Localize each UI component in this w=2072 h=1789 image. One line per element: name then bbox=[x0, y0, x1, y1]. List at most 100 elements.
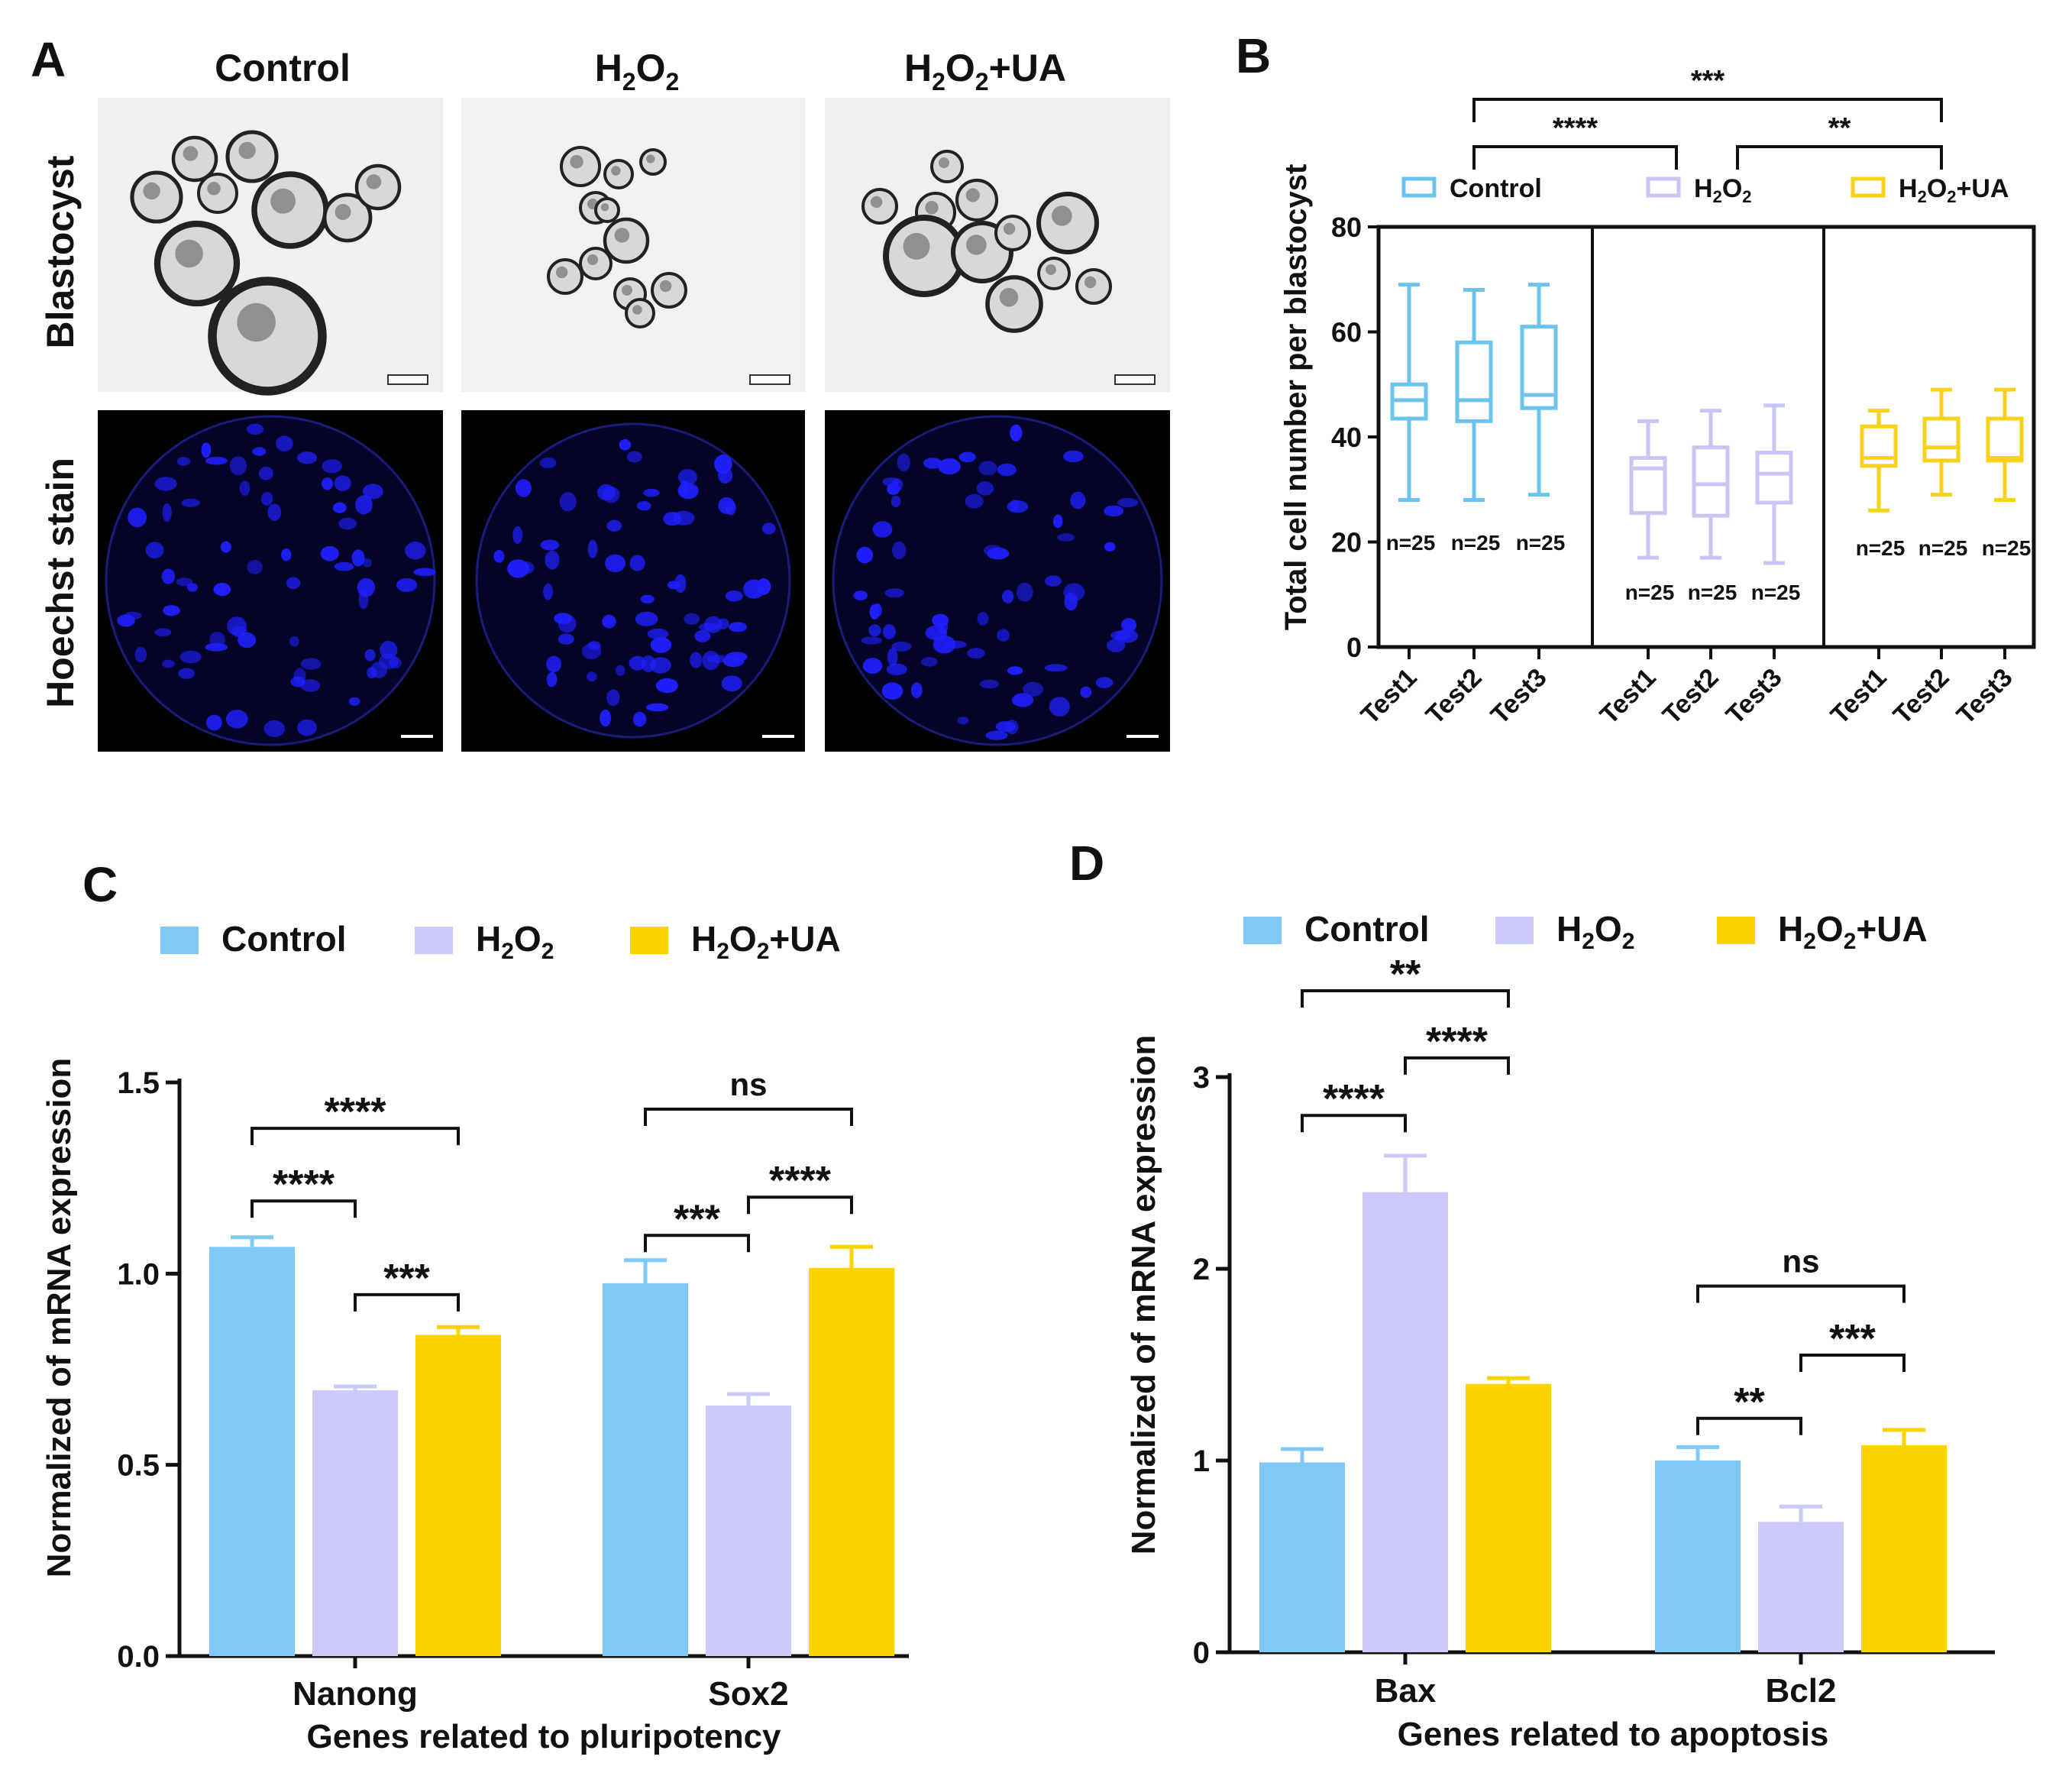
significance-bracket bbox=[1736, 145, 1943, 170]
box-H2O2+UA-Test3 bbox=[1986, 387, 2024, 502]
nucleus bbox=[128, 507, 147, 528]
blastocyst-inner-mass bbox=[175, 239, 203, 268]
panel-a: A Control H2O2 H2O2+UA Blastocyst Hoechs… bbox=[31, 32, 1170, 752]
nucleus bbox=[493, 549, 505, 563]
nucleus bbox=[370, 662, 388, 678]
nucleus bbox=[396, 577, 418, 592]
nucleus bbox=[1104, 542, 1116, 552]
nucleus bbox=[884, 588, 905, 598]
nucleus bbox=[358, 589, 369, 610]
nucleus bbox=[322, 459, 343, 474]
hoechst-image-control bbox=[98, 410, 443, 752]
significance-label: **** bbox=[273, 1163, 335, 1207]
box-H2O2-Test2 bbox=[1692, 409, 1730, 560]
nucleus bbox=[650, 657, 671, 674]
blastocyst-inner-mass bbox=[966, 235, 987, 255]
nucleus bbox=[558, 614, 577, 633]
box-H2O2+UA-Test1 bbox=[1860, 409, 1898, 513]
panel-d-letter: D bbox=[1069, 836, 1104, 891]
nucleus bbox=[596, 484, 616, 501]
nucleus bbox=[655, 678, 678, 694]
bar bbox=[1758, 1522, 1844, 1652]
nucleus bbox=[348, 697, 360, 706]
blastocyst-inner-mass bbox=[903, 233, 930, 260]
panel-d-x-axis-title: Genes related to apoptosis bbox=[1398, 1716, 1829, 1753]
bar-H2O2+UA-Nanong bbox=[415, 1325, 501, 1656]
nucleus bbox=[694, 629, 711, 642]
nucleus bbox=[260, 492, 273, 506]
y-tick-label: 1.0 bbox=[117, 1257, 160, 1291]
nucleus bbox=[868, 624, 881, 637]
y-tick-label: 3 bbox=[1193, 1061, 1210, 1095]
nucleus bbox=[543, 583, 553, 600]
nucleus bbox=[163, 605, 180, 616]
nucleus bbox=[515, 479, 532, 497]
nucleus bbox=[507, 559, 529, 578]
bar bbox=[1655, 1461, 1741, 1652]
bar-Control-Bcl2 bbox=[1655, 1444, 1741, 1652]
nucleus bbox=[983, 545, 1003, 556]
n-label: n=25 bbox=[1516, 531, 1566, 555]
panel-b-y-axis-title: Total cell number per blastocyst bbox=[1279, 164, 1313, 631]
bar-Control-Sox2 bbox=[603, 1258, 688, 1656]
blastocyst-inner-mass bbox=[925, 201, 939, 215]
nucleus bbox=[333, 502, 347, 513]
significance-label: ** bbox=[1390, 953, 1421, 997]
nucleus bbox=[932, 613, 949, 627]
significance-label: ns bbox=[1782, 1244, 1819, 1279]
legend-swatch bbox=[1646, 176, 1681, 198]
column-header-control: Control bbox=[215, 47, 351, 89]
nucleus bbox=[559, 492, 577, 512]
box-iqr bbox=[1692, 445, 1730, 518]
legend-label: H2O2+UA bbox=[1778, 909, 1928, 954]
x-tick-label: Test2 bbox=[1657, 663, 1725, 730]
nucleus bbox=[413, 568, 436, 577]
panel-d: D Control H2O2 H2O2+UA Normalized of mRNA … bbox=[1069, 836, 1995, 1753]
nucleus bbox=[227, 616, 247, 636]
blastocyst-inner-mass bbox=[1003, 222, 1016, 235]
blastocyst-outline bbox=[105, 415, 436, 746]
blastocyst-inner-mass bbox=[366, 174, 382, 189]
nucleus bbox=[629, 655, 646, 671]
significance-bracket bbox=[644, 1234, 750, 1253]
nucleus bbox=[897, 453, 910, 472]
panel-c: C Control H2O2 H2O2+UA Normalized of mRNA … bbox=[40, 857, 909, 1755]
nucleus bbox=[179, 650, 202, 664]
bar bbox=[809, 1267, 894, 1656]
nucleus bbox=[605, 554, 626, 573]
nucleus bbox=[181, 498, 200, 507]
blastocyst-inner-mass bbox=[335, 204, 351, 220]
significance-label: ns bbox=[729, 1066, 767, 1102]
bar-Control-Bax bbox=[1259, 1447, 1345, 1652]
nucleus bbox=[891, 642, 912, 652]
significance-bracket bbox=[1472, 145, 1678, 170]
nucleus bbox=[635, 611, 658, 626]
nucleus bbox=[726, 652, 748, 662]
blastocyst-inner-mass bbox=[570, 155, 583, 169]
y-tick-label: 2 bbox=[1193, 1253, 1210, 1286]
panel-b-letter: B bbox=[1236, 28, 1271, 83]
nucleus bbox=[1052, 514, 1063, 529]
nucleus bbox=[892, 541, 907, 560]
bar bbox=[1259, 1462, 1345, 1652]
n-label: n=25 bbox=[1982, 536, 2032, 560]
nucleus bbox=[1107, 639, 1126, 652]
nucleus bbox=[176, 457, 191, 466]
blastocyst-inner-mass bbox=[207, 182, 221, 196]
nucleus bbox=[978, 461, 997, 476]
nucleus bbox=[1080, 686, 1092, 698]
blastocyst-inner-mass bbox=[999, 288, 1019, 307]
nucleus bbox=[997, 463, 1017, 477]
nucleus bbox=[985, 730, 1008, 740]
nucleus bbox=[154, 628, 172, 637]
significance-bracket bbox=[251, 1127, 460, 1146]
bar bbox=[1466, 1383, 1551, 1652]
nucleus bbox=[616, 665, 625, 676]
blastocyst-image-h2o2-ua bbox=[825, 98, 1170, 392]
nucleus bbox=[154, 477, 177, 491]
significance-bracket bbox=[354, 1292, 460, 1312]
box-Control-Test1 bbox=[1390, 283, 1428, 502]
column-header-h2o2-ua: H2O2+UA bbox=[904, 47, 1066, 95]
n-label: n=25 bbox=[1918, 536, 1968, 560]
